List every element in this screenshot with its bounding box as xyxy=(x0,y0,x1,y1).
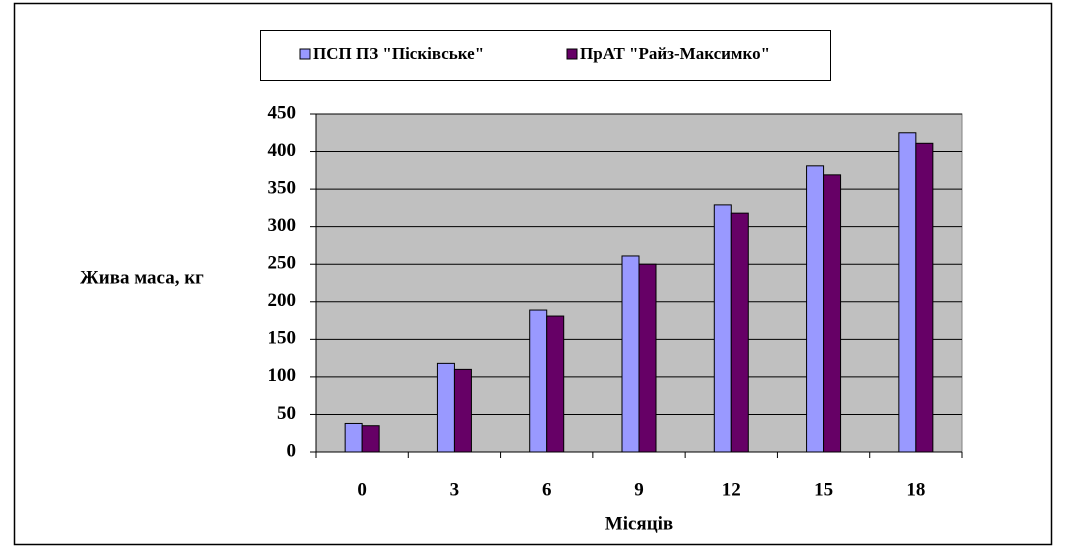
y-tick-label: 350 xyxy=(268,177,297,198)
bar xyxy=(621,255,640,453)
y-tick-label: 50 xyxy=(277,403,296,424)
bar xyxy=(436,362,455,453)
bar xyxy=(730,212,749,453)
x-tick-label: 3 xyxy=(450,479,460,500)
x-tick-label: 9 xyxy=(634,479,644,500)
y-tick-label: 150 xyxy=(268,328,297,349)
y-tick-label: 300 xyxy=(268,215,297,236)
y-tick-label: 250 xyxy=(268,253,297,274)
x-tick-label: 12 xyxy=(722,479,741,500)
x-axis-label: Місяців xyxy=(605,513,673,534)
bar xyxy=(823,174,842,453)
legend-swatch xyxy=(566,48,578,60)
bar xyxy=(915,142,934,453)
y-tick-label: 0 xyxy=(287,440,297,461)
bar xyxy=(361,425,380,453)
y-axis-label: Жива маса, кг xyxy=(80,267,204,288)
bar xyxy=(713,204,732,453)
y-tick-label: 400 xyxy=(268,140,297,161)
y-tick-label: 450 xyxy=(268,102,297,123)
bar xyxy=(806,165,825,453)
bar xyxy=(344,422,363,453)
x-tick-label: 6 xyxy=(542,479,552,500)
x-tick-label: 18 xyxy=(906,479,925,500)
bar xyxy=(898,132,917,453)
x-tick-label: 0 xyxy=(357,479,367,500)
bar xyxy=(529,309,548,453)
bar xyxy=(546,315,565,453)
y-tick-label: 100 xyxy=(268,365,297,386)
legend-box xyxy=(260,30,831,81)
bar xyxy=(638,263,657,453)
bar xyxy=(453,368,472,453)
legend-swatch xyxy=(299,48,311,60)
legend-label: ПСП ПЗ "Пісківське" xyxy=(313,44,484,63)
y-tick-label: 200 xyxy=(268,290,297,311)
x-tick-label: 15 xyxy=(814,479,833,500)
legend-label: ПрАТ "Райз-Максимко" xyxy=(580,44,770,63)
